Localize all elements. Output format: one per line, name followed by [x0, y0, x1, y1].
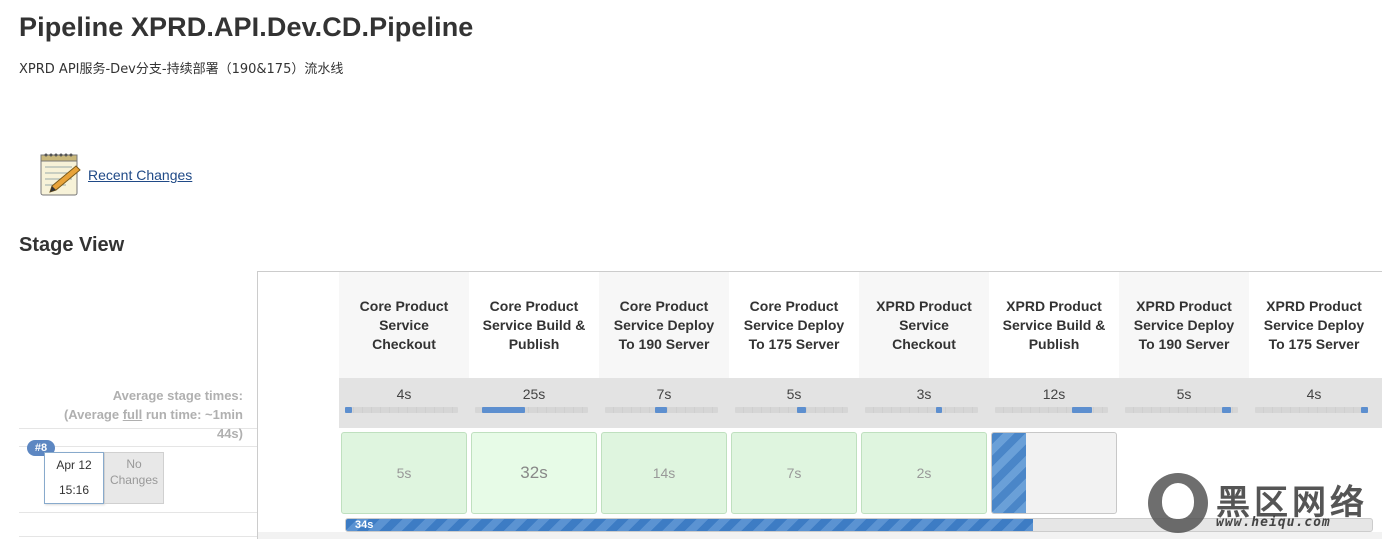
stage-header: Core Product Service Deploy To 190 Serve… — [599, 272, 729, 378]
stage-average: 4s — [339, 378, 469, 428]
stage-average-bar-fill — [1361, 407, 1368, 413]
stage-average: 4s — [1249, 378, 1379, 428]
stage-average-bar-fill — [1222, 407, 1231, 413]
stage-header: XPRD Product Service Build & Publish — [1002, 297, 1106, 352]
watermark-text: 黑区网络 — [1216, 483, 1368, 523]
stage-average-bar-fill — [345, 407, 352, 413]
stage-average-time: 5s — [786, 386, 802, 402]
stage-header: XPRD Product Service Deploy To 175 Serve… — [1263, 297, 1365, 352]
stage-average-bar — [475, 407, 588, 413]
divider — [19, 428, 259, 429]
stage-header: XPRD Product Service Deploy To 190 Serve… — [1119, 272, 1249, 378]
bottom-band — [258, 532, 1382, 539]
stage-average: 12s — [989, 378, 1119, 428]
notepad-pencil-icon[interactable] — [38, 152, 82, 198]
build-date-box: Apr 12 15:16 — [44, 452, 104, 504]
stage-average-time: 12s — [1042, 386, 1066, 402]
average-stage-times-label: Average stage times: (Average full run t… — [63, 388, 243, 441]
stage-average-bar — [995, 407, 1108, 413]
divider — [19, 536, 259, 537]
divider — [19, 512, 259, 513]
watermark-logo-icon — [1148, 473, 1208, 533]
run-progress-fill — [346, 519, 1034, 531]
stage-average-bar-fill — [482, 407, 525, 413]
stage-average-time: 5s — [1176, 386, 1192, 402]
no-changes-box[interactable]: No Changes — [104, 452, 164, 504]
stage-average-bar-fill — [797, 407, 806, 413]
stage-run-cell[interactable]: 32s — [471, 432, 597, 514]
stage-average-bar — [735, 407, 848, 413]
stage-average-bar — [1125, 407, 1238, 413]
stage-average-bar-fill — [1072, 407, 1092, 413]
stage-average: 25s — [469, 378, 599, 428]
stage-average: 7s — [599, 378, 729, 428]
page-title: Pipeline XPRD.API.Dev.CD.Pipeline — [19, 12, 474, 42]
build-time: 15:16 — [58, 483, 90, 497]
run-total-time: 34s — [355, 519, 374, 531]
stage-average-time: 25s — [522, 386, 546, 402]
stage-average-bar — [605, 407, 718, 413]
stage-average-time: 7s — [656, 386, 672, 402]
stage-header: Core Product Service Build & Publish — [482, 297, 586, 352]
stage-header: XPRD Product Service Checkout — [859, 272, 989, 378]
run-progress-timeline[interactable]: 34s — [345, 518, 1373, 532]
build-date: Apr 12 — [56, 458, 92, 472]
stage-run-cell[interactable]: 14s — [601, 432, 727, 514]
in-progress-stripe — [992, 433, 1026, 513]
stage-header: Core Product Service Checkout — [339, 272, 469, 378]
stage-view-table: 34s Core Product Service Checkout 4s 5s Cor… — [257, 271, 1382, 539]
stage-run-cell[interactable]: 2s — [861, 432, 987, 514]
stage-average-time: 3s — [916, 386, 932, 402]
divider — [19, 446, 259, 447]
stage-average-bar — [345, 407, 458, 413]
stage-header: Core Product Service Deploy To 175 Serve… — [743, 297, 845, 352]
stage-average: 5s — [729, 378, 859, 428]
stage-average: 3s — [859, 378, 989, 428]
page-description: XPRD API服务-Dev分支-持续部署（190&175）流水线 — [19, 62, 344, 77]
stage-average-bar-fill — [655, 407, 667, 413]
stage-average-bar — [1255, 407, 1368, 413]
watermark: 黑区网络 www.heiqu.com — [1148, 473, 1378, 535]
watermark-url: www.heiqu.com — [1216, 515, 1331, 530]
stage-average-time: 4s — [1306, 386, 1322, 402]
stage-average-time: 4s — [396, 386, 412, 402]
stage-view-title: Stage View — [19, 234, 125, 256]
stage-average-bar — [865, 407, 978, 413]
recent-changes-link[interactable]: Recent Changes — [88, 167, 193, 183]
stage-run-cell[interactable]: 5s — [341, 432, 467, 514]
stage-run-cell-in-progress[interactable] — [991, 432, 1117, 514]
full-run-link[interactable]: full — [122, 407, 143, 422]
stage-average: 5s — [1119, 378, 1249, 428]
stage-run-cell[interactable]: 7s — [731, 432, 857, 514]
average-row — [339, 378, 1382, 428]
stage-average-bar-fill — [936, 407, 942, 413]
